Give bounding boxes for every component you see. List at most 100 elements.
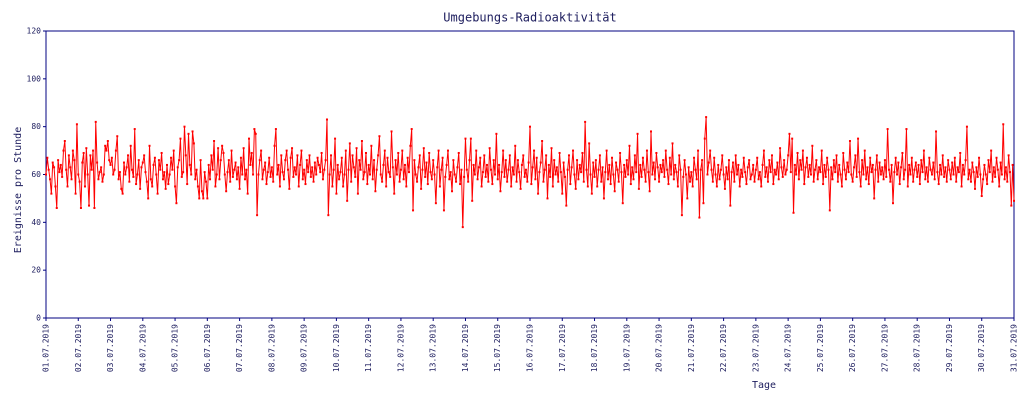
- data-point: [933, 178, 936, 181]
- data-point: [409, 144, 412, 147]
- data-point: [631, 166, 634, 169]
- data-point: [803, 183, 806, 186]
- data-point: [375, 168, 378, 171]
- x-tick-label: 11.07.2019: [364, 324, 373, 372]
- data-point: [324, 159, 327, 162]
- data-point: [553, 159, 556, 162]
- data-point: [449, 171, 452, 174]
- data-point: [574, 187, 577, 190]
- data-point: [789, 171, 792, 174]
- data-point: [203, 171, 206, 174]
- data-point: [737, 163, 740, 166]
- data-point: [381, 180, 384, 183]
- data-point: [838, 163, 841, 166]
- data-point: [508, 154, 511, 157]
- data-point: [152, 163, 155, 166]
- x-tick-label: 27.07.2019: [880, 324, 889, 372]
- data-point: [866, 166, 869, 169]
- data-point: [102, 173, 105, 176]
- data-point: [425, 161, 428, 164]
- data-point: [569, 183, 572, 186]
- data-point: [666, 168, 669, 171]
- data-point: [180, 175, 183, 178]
- data-point: [347, 168, 350, 171]
- data-point: [45, 173, 47, 176]
- data-point: [617, 180, 620, 183]
- data-point: [596, 185, 599, 188]
- data-point: [820, 149, 823, 152]
- x-tick-label: 03.07.2019: [106, 324, 115, 372]
- data-point: [667, 183, 670, 186]
- data-point: [882, 178, 885, 181]
- data-point: [772, 183, 775, 186]
- data-point: [167, 183, 170, 186]
- data-point: [446, 149, 449, 152]
- data-point: [531, 166, 534, 169]
- data-point: [455, 180, 458, 183]
- data-point: [292, 175, 295, 178]
- data-point: [217, 147, 220, 150]
- data-point: [183, 125, 186, 128]
- data-point: [264, 161, 267, 164]
- data-point: [857, 137, 860, 140]
- data-point: [826, 156, 829, 159]
- data-point: [96, 161, 99, 164]
- data-point: [73, 159, 76, 162]
- data-point: [702, 202, 705, 205]
- x-tick-label: 16.07.2019: [526, 324, 535, 372]
- data-point: [92, 149, 95, 152]
- data-point: [526, 180, 529, 183]
- x-tick-label: 28.07.2019: [913, 324, 922, 372]
- data-point: [494, 173, 497, 176]
- data-point: [139, 187, 142, 190]
- data-point: [436, 166, 439, 169]
- data-point: [522, 154, 525, 157]
- data-point: [82, 151, 85, 154]
- data-point: [547, 163, 550, 166]
- data-point: [265, 183, 268, 186]
- data-point: [664, 149, 667, 152]
- data-point: [713, 156, 716, 159]
- data-point: [394, 159, 397, 162]
- data-point: [968, 168, 971, 171]
- data-point: [869, 156, 872, 159]
- data-point: [695, 178, 698, 181]
- data-point: [913, 168, 916, 171]
- data-point: [145, 180, 148, 183]
- x-axis-label: Tage: [752, 380, 776, 391]
- data-point: [122, 161, 125, 164]
- data-point: [137, 159, 140, 162]
- data-point: [70, 178, 73, 181]
- data-point: [955, 180, 958, 183]
- data-point: [481, 171, 484, 174]
- data-point: [401, 149, 404, 152]
- data-point: [176, 166, 179, 169]
- data-point: [974, 187, 977, 190]
- data-point: [460, 168, 463, 171]
- data-point: [801, 149, 804, 152]
- data-point: [947, 159, 950, 162]
- data-point: [253, 128, 256, 131]
- data-point: [643, 168, 646, 171]
- data-point: [186, 183, 189, 186]
- data-point: [787, 154, 790, 157]
- data-point: [545, 154, 548, 157]
- data-point: [141, 161, 144, 164]
- data-point: [229, 180, 232, 183]
- data-point: [335, 192, 338, 195]
- data-point: [135, 183, 138, 186]
- data-point: [777, 178, 780, 181]
- data-point: [586, 185, 589, 188]
- data-point: [842, 151, 845, 154]
- data-point: [921, 171, 924, 174]
- data-point: [819, 171, 822, 174]
- data-point: [557, 180, 560, 183]
- data-point: [641, 156, 644, 159]
- data-point: [108, 159, 111, 162]
- data-point: [63, 140, 66, 143]
- data-point: [791, 137, 794, 140]
- data-point: [629, 183, 632, 186]
- data-point: [57, 159, 60, 162]
- data-point: [127, 154, 130, 157]
- data-point: [944, 166, 947, 169]
